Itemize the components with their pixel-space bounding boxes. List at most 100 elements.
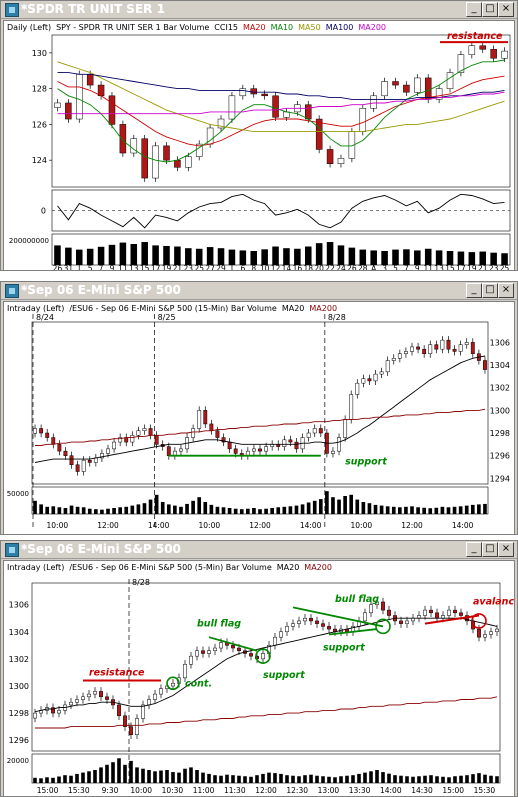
volume-bar [458, 506, 463, 514]
maximize-button[interactable]: □ [482, 542, 498, 557]
volume-bar [57, 776, 61, 783]
chart-window-icon [5, 543, 19, 557]
maximize-button[interactable]: □ [482, 2, 498, 17]
volume-bar [99, 767, 103, 783]
volume-bar [141, 768, 145, 783]
x-tick-label: 10 [260, 264, 270, 270]
volume-bar [81, 507, 86, 514]
chart-panel[interactable]: Intraday (Left) /ESU6 - Sep 06 E-Mini S&P… [3, 560, 515, 797]
candle-body [57, 444, 62, 452]
volume-bar [399, 775, 403, 783]
candle-body [130, 138, 138, 154]
candle-body [174, 159, 181, 168]
volume-bar [331, 497, 335, 514]
candle-body [361, 378, 366, 384]
price-plot-frame [31, 321, 489, 485]
candle-body [250, 88, 257, 95]
candle-body [501, 50, 508, 59]
volume-bar [477, 773, 481, 783]
chart-header: Intraday (Left) /ESU6 - Sep 06 E-Mini S&P… [7, 563, 337, 572]
volume-bar [117, 758, 121, 783]
close-button[interactable]: × [498, 283, 514, 298]
volume-bar [410, 506, 414, 514]
volume-bar [108, 244, 116, 265]
volume-bar [69, 505, 74, 514]
candle-body [33, 712, 37, 719]
volume-bar [392, 249, 399, 265]
volume-bar [288, 506, 293, 514]
volume-bar [221, 507, 226, 514]
volume-bar [285, 775, 289, 783]
y-tick-label: 1304 [9, 628, 29, 637]
chart-panel[interactable]: Intraday (Left) /ESU6 - Sep 06 E-Mini S&P… [3, 301, 515, 535]
volume-bar [159, 770, 163, 783]
volume-bar [45, 506, 50, 514]
volume-bar [369, 771, 373, 783]
candle-body [483, 360, 487, 370]
volume-bar [154, 494, 159, 514]
volume-bar [209, 504, 214, 514]
minimize-button[interactable]: _ [466, 2, 482, 17]
candle-body [459, 612, 463, 616]
volume-bar [424, 248, 432, 265]
volume-bar [429, 775, 433, 783]
x-tick-label: 18 [303, 264, 313, 270]
candle-body [136, 430, 141, 436]
volume-bar [215, 506, 220, 514]
x-tick-label: 23 [184, 264, 194, 270]
volume-bar [207, 773, 211, 783]
volume-bar [428, 508, 433, 514]
volume-bar [233, 508, 238, 514]
bull-flag-label-1: bull flag [197, 618, 241, 629]
window-titlebar[interactable]: *Sep 06 E-Mini S&P 500 _ □ × [1, 541, 517, 559]
header-item-1: SPY - SPDR TR UNIT SER 1 Bar Volume [56, 23, 210, 32]
candle-body [201, 650, 205, 654]
candle-body [130, 435, 135, 443]
volume-bar [203, 502, 208, 514]
close-button[interactable]: × [498, 542, 514, 557]
volume-bar [94, 509, 98, 514]
volume-bar [106, 508, 110, 514]
x-tick-label: 21 [173, 264, 183, 270]
candle-body [479, 45, 486, 50]
minimize-button[interactable]: _ [466, 283, 482, 298]
volume-bar [327, 776, 331, 783]
window-titlebar[interactable]: *SPDR TR UNIT SER 1 _ □ × [1, 1, 517, 19]
volume-bar [87, 771, 91, 783]
candle-body [129, 726, 133, 735]
y-tick-label: 126 [32, 120, 47, 129]
candle-body [39, 428, 44, 434]
bull-flag-line-1 [208, 636, 258, 652]
candle-body [51, 437, 56, 445]
volume-bar [370, 250, 377, 265]
volume-bar [75, 773, 79, 783]
volume-bar [153, 771, 157, 783]
ma-line-ma200 [35, 696, 498, 729]
candle-body [375, 601, 379, 605]
x-tick-label: 10:30 [162, 786, 184, 795]
candle-body [108, 95, 116, 125]
volume-bar [163, 245, 170, 265]
header-item-ma20: MA20 [243, 23, 266, 32]
candle-body [403, 84, 410, 93]
candle-body [297, 620, 301, 624]
candle-body [283, 111, 290, 118]
candle-body [410, 346, 414, 352]
volume-bar [361, 502, 366, 514]
x-tick-label: 15 [140, 264, 150, 270]
x-tick-label: 25 [194, 264, 204, 270]
volume-bar [272, 246, 279, 265]
volume-bar [228, 249, 236, 265]
minimize-button[interactable]: _ [466, 542, 482, 557]
volume-bar [75, 249, 83, 265]
volume-bar [252, 508, 256, 514]
window-titlebar[interactable]: *Sep 06 E-Mini S&P 500 _ □ × [1, 282, 517, 300]
maximize-button[interactable]: □ [482, 283, 498, 298]
close-button[interactable]: × [498, 2, 514, 17]
x-tick-label: 12:00 [249, 521, 271, 530]
volume-bar [100, 509, 104, 514]
date-label: 8/24 [36, 313, 54, 322]
chart-panel[interactable]: Daily (Left) SPY - SPDR TR UNIT SER 1 Bar… [3, 20, 515, 271]
candle-body [87, 459, 92, 463]
